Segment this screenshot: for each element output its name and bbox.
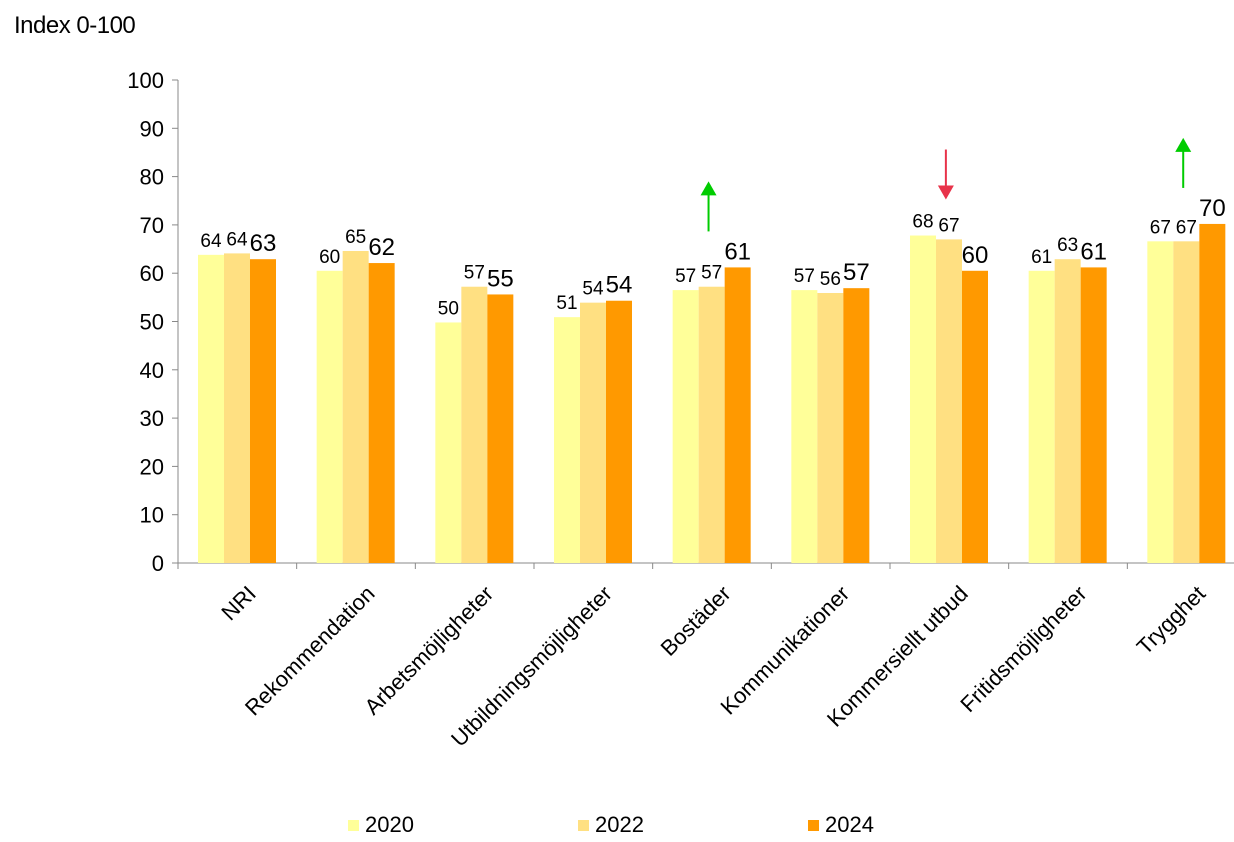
- legend-swatch: [578, 819, 589, 831]
- bar: [724, 267, 751, 563]
- data-label: 64: [226, 229, 248, 250]
- data-label: 57: [794, 266, 815, 287]
- x-tick-label: Rekommendation: [240, 581, 380, 721]
- bar: [554, 317, 580, 563]
- bar: [1173, 241, 1200, 563]
- data-label: 64: [200, 231, 222, 252]
- bar: [1028, 270, 1055, 563]
- legend-item: 2024: [808, 812, 874, 838]
- x-tick-label: Trygghet: [1132, 581, 1210, 659]
- y-axis-title: Index 0-100: [14, 12, 136, 39]
- bar: [487, 294, 514, 563]
- data-label: 57: [675, 266, 696, 287]
- data-label: 70: [1199, 195, 1226, 222]
- bar: [224, 253, 250, 563]
- y-tick-label: 90: [140, 116, 164, 141]
- data-label: 56: [820, 269, 841, 290]
- y-tick-label: 50: [140, 310, 164, 335]
- y-tick-label: 10: [140, 503, 164, 528]
- bar: [198, 254, 224, 563]
- data-label: 61: [1031, 247, 1052, 268]
- x-tick-label: Bostäder: [656, 581, 736, 661]
- up-arrow-head: [700, 181, 717, 196]
- data-label: 57: [701, 263, 722, 284]
- down-arrow-head: [937, 185, 954, 200]
- bar: [843, 288, 870, 563]
- legend-item: 2020: [348, 812, 414, 838]
- bar: [342, 250, 369, 563]
- y-tick-label: 20: [140, 454, 164, 479]
- data-label: 65: [345, 227, 366, 248]
- bar: [1199, 223, 1226, 563]
- bar: [606, 300, 632, 563]
- bar: [1080, 267, 1107, 563]
- bar: [1054, 259, 1081, 563]
- bar: [368, 263, 395, 563]
- bar: [435, 322, 462, 563]
- y-tick-label: 60: [140, 261, 164, 286]
- bar: [316, 270, 343, 563]
- data-label: 51: [556, 293, 577, 314]
- data-label: 57: [843, 259, 870, 286]
- legend-label: 2024: [825, 812, 874, 837]
- bar: [461, 286, 488, 563]
- legend-label: 2020: [365, 812, 414, 837]
- x-tick-label: NRI: [216, 581, 260, 625]
- legend-swatch: [348, 819, 359, 831]
- y-tick-label: 0: [152, 551, 164, 576]
- bar: [1147, 241, 1174, 563]
- bar: [962, 270, 988, 563]
- bar: [698, 286, 725, 563]
- data-label: 60: [319, 247, 340, 268]
- bar: [910, 235, 936, 563]
- data-label: 54: [582, 279, 604, 300]
- x-tick-label: Kommunikationer: [715, 581, 854, 720]
- x-tick-label: Arbetsmöjligheter: [359, 581, 498, 720]
- y-tick-label: 70: [140, 213, 164, 238]
- y-tick-label: 40: [140, 358, 164, 383]
- bar: [672, 290, 699, 563]
- bar: [580, 302, 606, 563]
- bar: [817, 293, 844, 563]
- data-label: 63: [250, 230, 277, 257]
- data-label: 57: [464, 263, 485, 284]
- legend-swatch: [808, 819, 819, 831]
- bar: [250, 259, 276, 563]
- y-tick-label: 80: [140, 165, 164, 190]
- legend-item: 2022: [578, 812, 644, 838]
- bar: [936, 239, 962, 563]
- y-tick-label: 30: [140, 406, 164, 431]
- up-arrow-head: [1175, 137, 1192, 152]
- bar: [791, 290, 818, 563]
- data-label: 61: [1080, 238, 1107, 265]
- x-tick-label: Fritidsmöjligheter: [955, 581, 1091, 717]
- data-label: 62: [368, 234, 395, 261]
- data-label: 67: [938, 215, 959, 236]
- data-label: 68: [912, 212, 933, 233]
- data-label: 67: [1176, 217, 1197, 238]
- data-label: 50: [438, 298, 459, 319]
- y-tick-label: 100: [127, 68, 164, 93]
- legend-label: 2022: [595, 812, 644, 837]
- data-label: 67: [1150, 217, 1171, 238]
- data-label: 61: [724, 238, 751, 265]
- legend: 2020 2022 2024: [0, 812, 1234, 837]
- data-label: 54: [606, 272, 633, 299]
- data-label: 60: [962, 242, 989, 269]
- data-label: 63: [1057, 235, 1078, 256]
- data-label: 55: [487, 265, 514, 292]
